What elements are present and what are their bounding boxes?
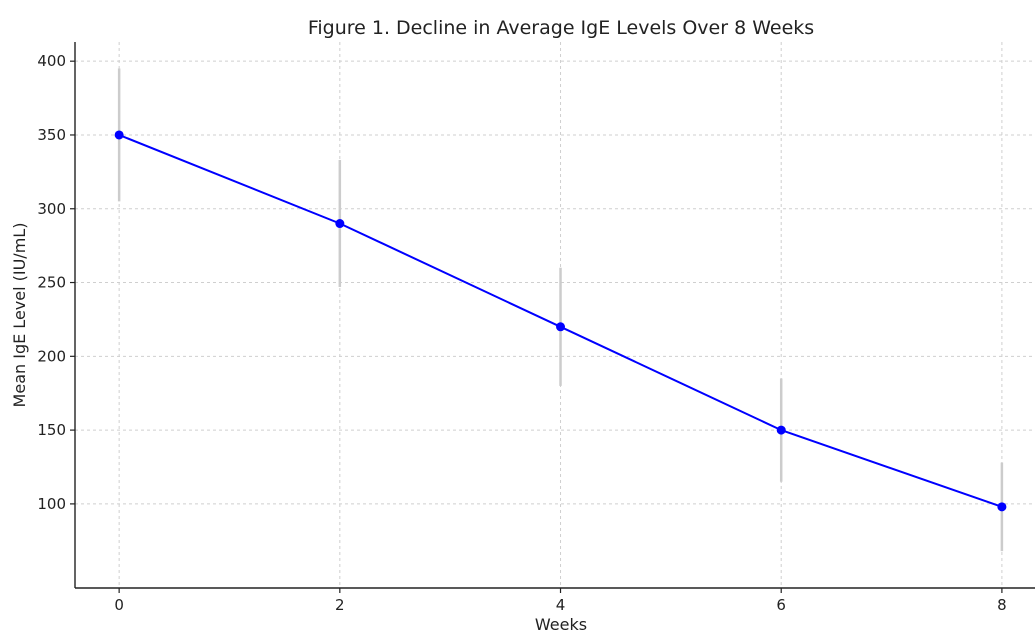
data-point [997, 502, 1007, 512]
y-axis-label: Mean IgE Level (IU/mL) [10, 223, 29, 408]
data-point [114, 130, 124, 140]
y-tick-label: 250 [37, 274, 66, 292]
data-point [335, 219, 345, 229]
y-tick-label: 400 [37, 52, 66, 70]
x-tick-label: 0 [114, 596, 124, 614]
y-tick-label: 200 [37, 347, 66, 365]
axes [74, 42, 1035, 589]
data-point [556, 322, 566, 332]
x-axis-label: Weeks [535, 615, 587, 633]
chart-title: Figure 1. Decline in Average IgE Levels … [308, 17, 814, 39]
y-tick-label: 150 [37, 421, 66, 439]
x-tick-label: 6 [776, 596, 786, 614]
grid [75, 42, 1035, 588]
y-tick-label: 300 [37, 200, 66, 218]
x-tick-label: 8 [997, 596, 1007, 614]
x-tick-label: 4 [556, 596, 566, 614]
y-tick-label: 350 [37, 126, 66, 144]
ticks: 0 2 4 6 8 100 150 200 250 300 350 400 [37, 52, 1006, 614]
data-point [776, 425, 786, 435]
series [114, 130, 1007, 512]
y-tick-label: 100 [37, 495, 66, 513]
x-tick-label: 2 [335, 596, 345, 614]
